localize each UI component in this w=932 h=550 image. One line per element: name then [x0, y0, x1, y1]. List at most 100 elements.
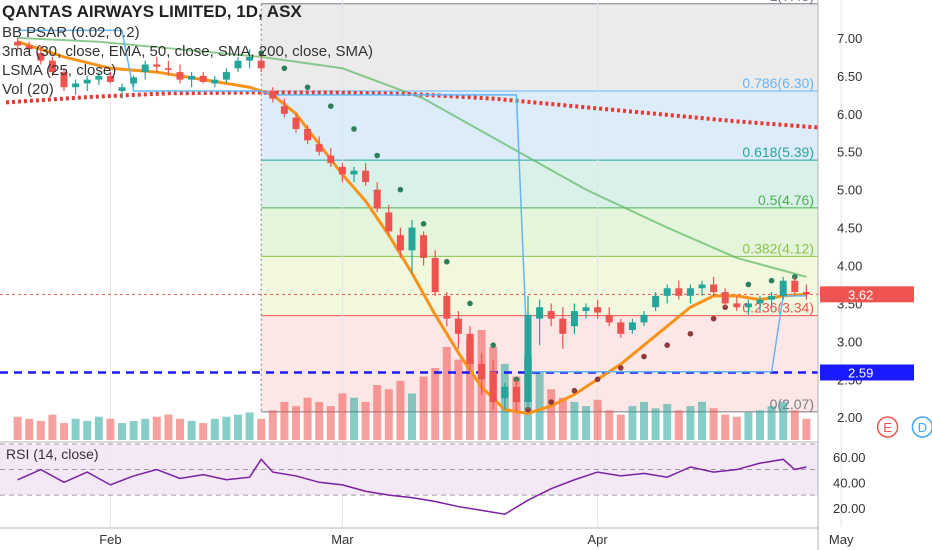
psar-dot	[467, 300, 473, 307]
legend-psar: BB PSAR (0.02, 0.2)	[2, 24, 140, 41]
rsi-tick-label: 20.00	[833, 501, 866, 516]
candle-body	[802, 292, 810, 295]
psar-dot	[745, 281, 752, 288]
volume-bar	[152, 416, 161, 440]
last-price-tag	[820, 286, 914, 303]
volume-bar	[245, 412, 254, 440]
volume-bar	[187, 420, 196, 440]
candle-body	[37, 53, 45, 61]
candle-body	[466, 333, 474, 365]
psar-dot	[351, 126, 357, 132]
volume-bar	[756, 410, 764, 440]
psar-dot	[397, 186, 404, 193]
last-price-tag-label: 3.62	[848, 287, 873, 302]
candle-body	[385, 212, 393, 232]
volume-bar	[118, 423, 126, 440]
event-marker-label: D	[918, 420, 927, 435]
candle-body	[547, 311, 555, 319]
price-tick-label: 2.00	[837, 410, 862, 425]
volume-bar	[466, 338, 474, 440]
candle-body	[501, 386, 509, 399]
volume-bar	[593, 399, 602, 440]
time-tick-label: May	[829, 532, 854, 547]
candle-body	[663, 288, 671, 296]
volume-bar	[396, 380, 405, 440]
volume-bar	[442, 346, 451, 440]
volume-bar	[698, 401, 706, 440]
psar-dot	[328, 103, 334, 110]
volume-bar	[709, 408, 718, 440]
volume-bar	[547, 389, 556, 440]
psar-dot	[444, 258, 450, 265]
psar-dot	[687, 330, 694, 337]
candle-body	[292, 117, 300, 129]
volume-bar	[48, 414, 57, 440]
candle-body	[25, 45, 33, 50]
candle-body	[72, 83, 80, 88]
volume-bar	[373, 385, 382, 440]
volume-bar	[36, 420, 45, 440]
candle-body	[524, 314, 532, 403]
rsi-legend: RSI (14, close)	[6, 446, 99, 462]
volume-bar	[94, 416, 103, 440]
volume-bar	[767, 406, 776, 440]
psar-dot	[571, 387, 578, 394]
psar-dot	[548, 399, 554, 405]
psar-dot	[490, 342, 497, 348]
candle-body	[698, 284, 706, 289]
candle-body	[652, 295, 660, 308]
candle-body	[559, 318, 567, 334]
volume-bar	[674, 410, 683, 440]
price-tick-label: 5.50	[837, 145, 862, 160]
legend-lsma: LSMA (25, close)	[2, 62, 117, 79]
candle-body	[362, 170, 370, 183]
candle-body	[733, 303, 741, 308]
candle-body	[710, 284, 718, 293]
volume-bar	[419, 376, 428, 440]
candle-body	[222, 72, 230, 80]
rsi-tick-label: 40.00	[833, 475, 866, 490]
volume-bar	[268, 410, 277, 440]
candle-body	[280, 106, 288, 114]
volume-bar	[721, 414, 730, 440]
candle-body	[95, 75, 103, 80]
volume-bar	[651, 408, 660, 440]
volume-bar	[686, 406, 695, 440]
psar-dot	[618, 365, 624, 371]
legend-3ma: 3ma (30, close, EMA, 50, close, SMA, 200…	[2, 43, 373, 60]
candle-body	[675, 288, 683, 296]
legend-volume: Vol (20)	[2, 81, 54, 98]
series-line	[17, 36, 807, 278]
volume-bar	[570, 401, 579, 440]
psar-dot	[525, 406, 531, 413]
candle-body	[744, 303, 752, 308]
candle-body	[188, 75, 196, 80]
candle-body	[327, 155, 335, 164]
candle-body	[315, 144, 323, 152]
candle-body	[512, 386, 520, 403]
volume-bar	[141, 418, 150, 440]
fib-level-label: 1(7.45)	[770, 0, 814, 4]
volume-bar	[106, 418, 115, 440]
volume-bar	[234, 414, 242, 440]
volume-bar	[71, 418, 80, 440]
price-tick-label: 6.00	[837, 107, 862, 122]
candle-body	[246, 56, 254, 61]
psar-dot	[641, 353, 647, 360]
rsi-tick-label: 60.00	[833, 450, 866, 465]
price-axis: 2.002.503.003.504.004.505.005.506.006.50…	[99, 0, 914, 550]
candle-body	[269, 91, 277, 99]
time-tick-label: Apr	[587, 532, 608, 547]
candle-body	[141, 64, 149, 73]
fib-level-label: 0.236(3.34)	[742, 300, 814, 316]
rsi-line	[17, 458, 807, 516]
time-tick-label: Mar	[331, 532, 354, 547]
candle-body	[628, 322, 636, 330]
fib-level-label: 0.786(6.30)	[742, 75, 814, 91]
volume-bar	[454, 359, 463, 440]
price-tick-label: 6.50	[837, 69, 862, 84]
volume-bar	[582, 406, 590, 440]
candle-body	[640, 314, 648, 323]
volume-bar	[408, 393, 416, 440]
